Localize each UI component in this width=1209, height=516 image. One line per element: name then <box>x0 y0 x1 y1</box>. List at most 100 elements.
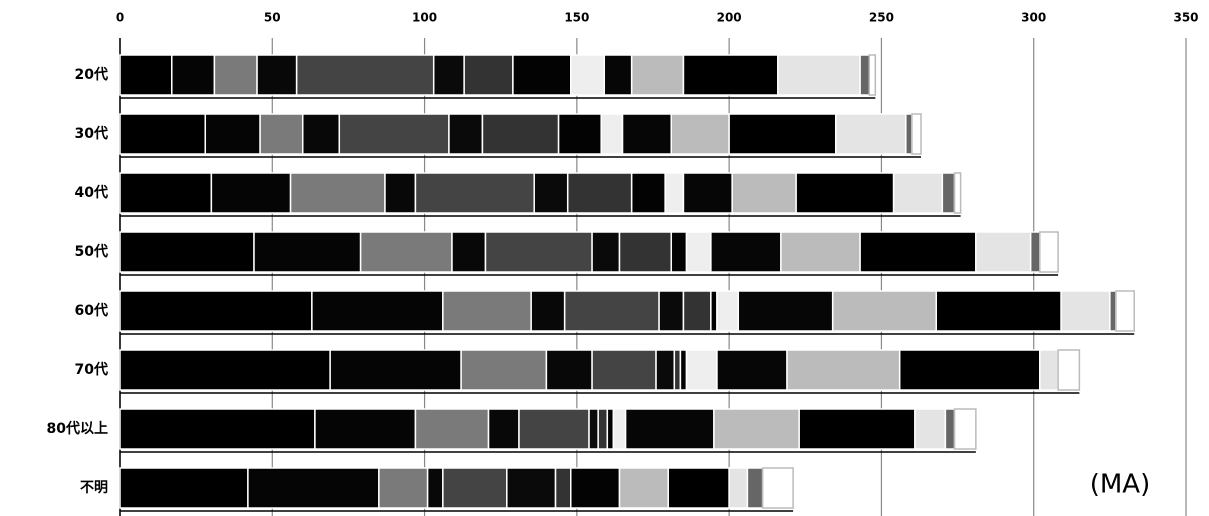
bar-segment <box>256 54 298 96</box>
x-tick-label: 100 <box>412 11 437 25</box>
bar-segment <box>798 408 916 450</box>
bar-segment <box>119 408 316 450</box>
bar-segment <box>795 172 895 214</box>
bar-segment <box>655 349 676 391</box>
bar-segment <box>171 54 216 96</box>
bar-segment <box>953 172 962 214</box>
x-tick-label: 150 <box>564 11 589 25</box>
x-tick-label: 0 <box>116 11 124 25</box>
bar-segment <box>746 467 764 509</box>
bar-segment <box>119 349 331 391</box>
bar-segment <box>314 408 417 450</box>
bar-segment <box>259 113 304 155</box>
bar-segment <box>506 467 557 509</box>
bar-segment <box>679 349 688 391</box>
bar-segment <box>710 231 782 273</box>
bar-segment <box>682 54 779 96</box>
bar-segment <box>426 467 444 509</box>
bar-segment <box>591 231 621 273</box>
bar-segment <box>710 290 718 332</box>
bar-segment <box>716 290 740 332</box>
bar-segment <box>831 290 938 332</box>
bar-segment <box>384 172 417 214</box>
bar-segment <box>728 113 837 155</box>
bar-segment <box>612 408 627 450</box>
bar-segment <box>1029 231 1041 273</box>
bar-segment <box>119 172 213 214</box>
x-tick-label: 50 <box>264 11 281 25</box>
y-tick-label: 80代以上 <box>47 420 108 437</box>
bar-segment <box>728 467 749 509</box>
bar-segment <box>780 231 861 273</box>
bar-segment <box>1109 290 1117 332</box>
annotation: (MA) <box>1090 470 1151 500</box>
bar-segment <box>570 467 621 509</box>
bar-segment <box>213 54 258 96</box>
bar-segment <box>301 113 341 155</box>
y-tick-label: 70代 <box>75 361 108 378</box>
bar-segment <box>682 290 712 332</box>
y-tick-label: 30代 <box>75 125 108 142</box>
bar-segment <box>892 172 944 214</box>
bar-segment <box>624 408 715 450</box>
bar-segment <box>935 290 1062 332</box>
bar-segment <box>603 54 633 96</box>
bar-segment <box>119 467 249 509</box>
bar-segment <box>570 54 606 96</box>
bar-segment <box>621 113 673 155</box>
bar-segment <box>1060 290 1111 332</box>
bar-segment <box>442 290 532 332</box>
bar-segment <box>859 231 977 273</box>
bar-segment <box>777 54 861 96</box>
y-tick-label: 50代 <box>75 243 108 260</box>
x-tick-label: 200 <box>717 11 742 25</box>
bar-segment <box>451 231 487 273</box>
bar-segment <box>618 231 673 273</box>
bar-segment <box>329 349 462 391</box>
bar-segment <box>311 290 444 332</box>
bar-segment <box>119 231 255 273</box>
bar-segment <box>210 172 292 214</box>
bar-segment <box>914 408 947 450</box>
bar-segment <box>685 231 712 273</box>
bar-segment <box>414 408 490 450</box>
bar-segment <box>670 231 688 273</box>
bar-segment <box>737 290 834 332</box>
bar-segment <box>713 408 800 450</box>
bar-segment <box>1057 349 1081 391</box>
bar-segment <box>463 54 514 96</box>
bar-segment <box>630 54 685 96</box>
bar-segment <box>442 467 508 509</box>
bar-segment <box>533 172 569 214</box>
bar-segment <box>859 54 870 96</box>
bar-segment <box>618 467 669 509</box>
bar-segment <box>563 290 660 332</box>
bar-segment <box>481 113 560 155</box>
bar-segment <box>289 172 386 214</box>
bar-segment <box>761 467 794 509</box>
bar-segment <box>600 113 624 155</box>
bar-segment <box>664 172 685 214</box>
bar-segment <box>658 290 685 332</box>
y-tick-label: 40代 <box>75 184 108 201</box>
bar-segment <box>253 231 362 273</box>
x-tick-label: 350 <box>1173 11 1198 25</box>
bar-segment <box>975 231 1032 273</box>
bar-segment <box>1115 290 1135 332</box>
bar-segment <box>557 113 602 155</box>
bar-segment <box>1039 349 1059 391</box>
bar-segment <box>460 349 548 391</box>
bar-segment <box>566 172 633 214</box>
bar-segment <box>119 54 173 96</box>
bar-segment <box>630 172 666 214</box>
bar-segment <box>911 113 922 155</box>
bar-segment <box>484 231 593 273</box>
bar-segment <box>685 349 718 391</box>
bar-segment <box>1039 231 1059 273</box>
bar-segment <box>119 113 207 155</box>
bar-segment <box>359 231 453 273</box>
bar-segment <box>414 172 535 214</box>
bar-segment <box>545 349 593 391</box>
bar-segment <box>786 349 901 391</box>
